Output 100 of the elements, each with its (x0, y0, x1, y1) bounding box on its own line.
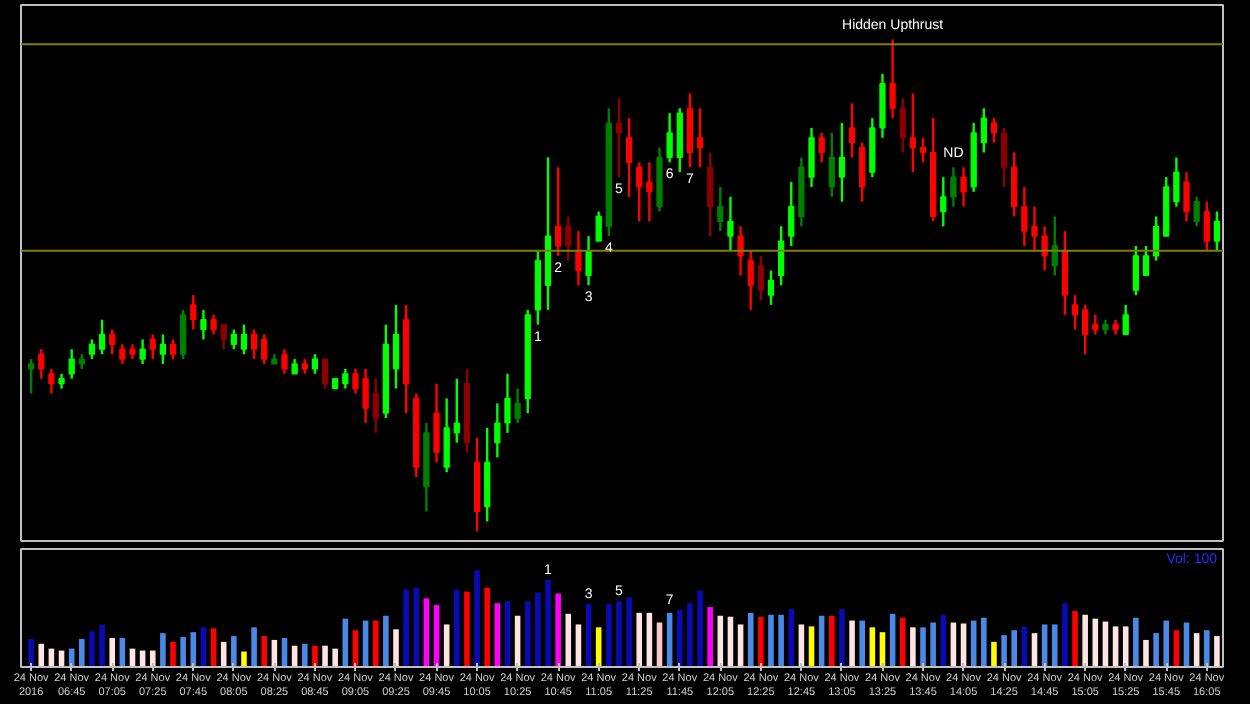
bar (301, 643, 308, 667)
bar (312, 645, 318, 667)
bar (464, 591, 470, 667)
bar (383, 615, 389, 667)
candlestick (707, 151, 714, 238)
candlestick (615, 97, 623, 179)
bar (1133, 617, 1139, 667)
bar (920, 627, 926, 667)
candlestick (808, 126, 815, 189)
candlestick (220, 323, 227, 351)
bar (413, 587, 420, 667)
bar (697, 590, 703, 667)
candlestick (940, 175, 947, 228)
bar (940, 614, 947, 667)
bar (251, 627, 257, 667)
bar (616, 601, 622, 667)
candlestick (372, 377, 379, 435)
candlestick (1071, 293, 1079, 331)
bar (859, 620, 865, 667)
candlestick (747, 249, 754, 312)
candlestick (869, 116, 876, 179)
candlestick (960, 166, 967, 208)
candlestick (1011, 151, 1018, 218)
candlestick (1041, 225, 1048, 272)
candlestick (28, 357, 35, 395)
candlestick (676, 107, 683, 174)
bar (545, 579, 551, 667)
bar (332, 648, 338, 667)
candlestick (575, 230, 582, 287)
bar (1072, 610, 1078, 667)
candlestick (777, 225, 785, 287)
candlestick (818, 131, 825, 164)
bar (1143, 639, 1149, 667)
candlestick (453, 377, 460, 444)
bar (89, 631, 95, 667)
candlestick (1173, 156, 1180, 208)
bar (707, 607, 713, 667)
candlestick (392, 303, 400, 390)
bar (676, 609, 683, 667)
candlestick (240, 323, 248, 356)
candlestick (737, 225, 744, 277)
bar (28, 638, 34, 667)
candlestick (696, 107, 704, 169)
bar (626, 597, 632, 667)
bar (241, 651, 247, 667)
bar (99, 624, 105, 667)
bar (555, 593, 561, 667)
candlestick (98, 318, 106, 356)
bar (524, 601, 531, 667)
candlestick (757, 254, 764, 302)
candlestick (38, 348, 45, 380)
candlestick (686, 92, 694, 169)
candlestick (109, 328, 116, 356)
candlestick (514, 387, 521, 425)
bar (149, 650, 156, 667)
candlestick (950, 166, 957, 208)
candlestick (595, 210, 602, 243)
candlestick (250, 328, 258, 361)
candlestick (1092, 313, 1099, 336)
bar (839, 608, 845, 667)
candlestick (88, 338, 96, 361)
bar (79, 638, 85, 667)
candlestick (190, 293, 197, 331)
bar (1204, 630, 1210, 667)
bar (768, 614, 774, 667)
candlestick (1183, 170, 1190, 223)
candlestick (848, 102, 856, 159)
bar (261, 636, 268, 667)
bar (109, 637, 115, 667)
bar (38, 643, 45, 667)
bar (1051, 624, 1058, 667)
candlestick (666, 111, 673, 164)
bar (1062, 603, 1068, 667)
candlestick (1193, 195, 1200, 228)
candlestick (139, 338, 146, 366)
candlestick (311, 352, 319, 376)
candlestick (210, 313, 217, 336)
bar (322, 645, 328, 667)
bar (758, 616, 764, 667)
bar (910, 627, 916, 667)
candlestick (889, 38, 896, 120)
bar (1082, 614, 1088, 667)
bar (484, 587, 490, 667)
candlestick (281, 348, 288, 376)
candlestick (200, 308, 207, 341)
bar (535, 592, 541, 667)
bar (606, 604, 612, 667)
bar (981, 617, 987, 667)
bar (160, 633, 166, 667)
candlestick (149, 333, 156, 361)
bar (788, 608, 795, 667)
bar (372, 620, 379, 667)
candlestick (484, 426, 491, 523)
bar (565, 613, 572, 667)
bar (1153, 633, 1159, 667)
candlestick (565, 215, 572, 262)
bar (403, 589, 409, 667)
candlestick (990, 116, 998, 144)
candlestick (494, 402, 501, 459)
bar (849, 620, 855, 667)
